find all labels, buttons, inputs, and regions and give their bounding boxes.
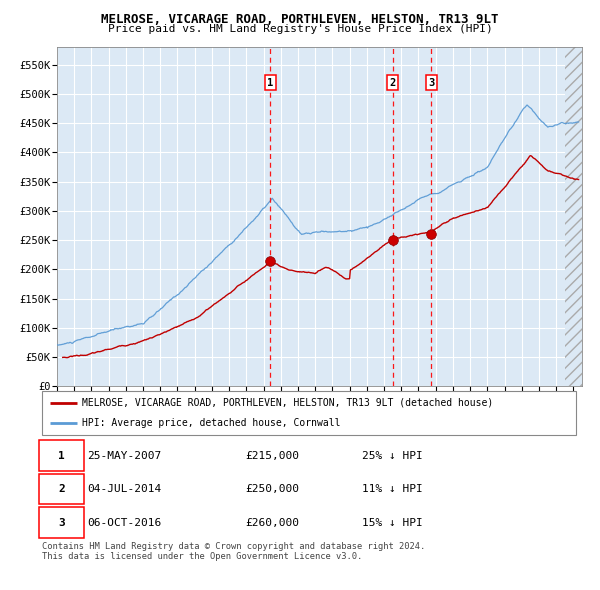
- Text: 1: 1: [267, 78, 274, 88]
- FancyBboxPatch shape: [40, 474, 83, 504]
- Text: 11% ↓ HPI: 11% ↓ HPI: [362, 484, 423, 494]
- Text: Price paid vs. HM Land Registry's House Price Index (HPI): Price paid vs. HM Land Registry's House …: [107, 24, 493, 34]
- Text: £215,000: £215,000: [245, 451, 299, 461]
- Text: 1: 1: [58, 451, 65, 461]
- FancyBboxPatch shape: [42, 391, 576, 435]
- Text: 2: 2: [58, 484, 65, 494]
- FancyBboxPatch shape: [40, 507, 83, 538]
- Text: MELROSE, VICARAGE ROAD, PORTHLEVEN, HELSTON, TR13 9LT (detached house): MELROSE, VICARAGE ROAD, PORTHLEVEN, HELS…: [82, 398, 493, 408]
- Text: 15% ↓ HPI: 15% ↓ HPI: [362, 517, 423, 527]
- Text: £250,000: £250,000: [245, 484, 299, 494]
- Text: MELROSE, VICARAGE ROAD, PORTHLEVEN, HELSTON, TR13 9LT: MELROSE, VICARAGE ROAD, PORTHLEVEN, HELS…: [101, 13, 499, 26]
- Text: Contains HM Land Registry data © Crown copyright and database right 2024.
This d: Contains HM Land Registry data © Crown c…: [42, 542, 425, 561]
- Text: HPI: Average price, detached house, Cornwall: HPI: Average price, detached house, Corn…: [82, 418, 341, 428]
- Bar: [565, 47, 582, 386]
- Text: 2: 2: [389, 78, 396, 88]
- Text: £260,000: £260,000: [245, 517, 299, 527]
- FancyBboxPatch shape: [40, 440, 83, 471]
- Text: 3: 3: [58, 517, 65, 527]
- Text: 04-JUL-2014: 04-JUL-2014: [88, 484, 161, 494]
- Text: 3: 3: [428, 78, 434, 88]
- Text: 06-OCT-2016: 06-OCT-2016: [88, 517, 161, 527]
- Text: 25-MAY-2007: 25-MAY-2007: [88, 451, 161, 461]
- Text: 25% ↓ HPI: 25% ↓ HPI: [362, 451, 423, 461]
